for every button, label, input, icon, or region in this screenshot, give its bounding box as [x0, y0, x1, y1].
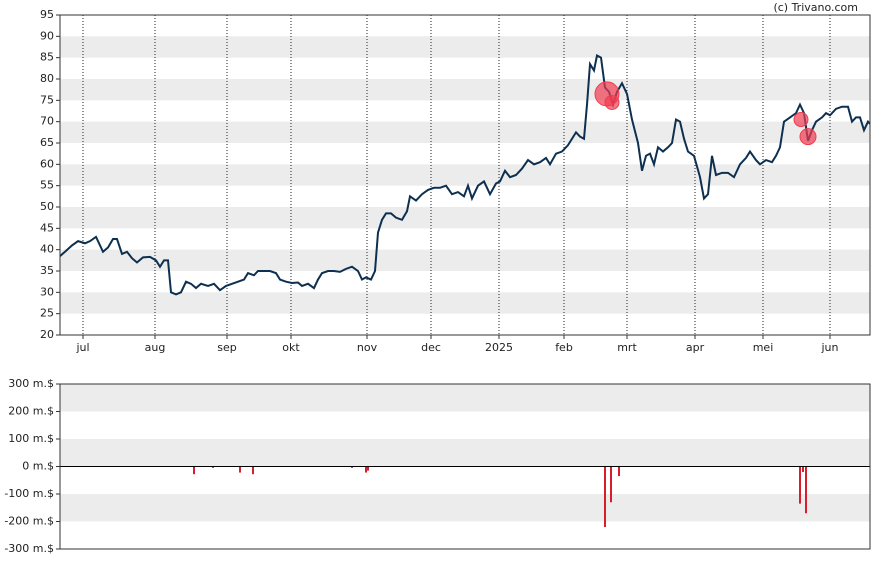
grid-band [60, 121, 870, 143]
grid-band [60, 384, 870, 412]
y-tick-label: 35 [40, 264, 54, 277]
x-tick-label: mei [753, 341, 774, 354]
price-line [59, 54, 871, 296]
bar [193, 466, 195, 475]
x-tick-label: apr [686, 341, 705, 354]
event-marker [604, 94, 620, 110]
x-tick-label: dec [421, 341, 441, 354]
x-tick-label: jun [821, 341, 839, 354]
bar [252, 466, 254, 475]
x-tick-label: mrt [617, 341, 637, 354]
bar [610, 466, 612, 503]
event-marker [793, 112, 809, 128]
x-tick-label: sep [217, 341, 236, 354]
bar [618, 466, 620, 477]
grid-band [60, 79, 870, 101]
bar [805, 466, 807, 514]
bar [351, 466, 353, 468]
grid-band [60, 207, 870, 229]
x-tick-label: aug [145, 341, 166, 354]
plot-frame [59, 14, 871, 336]
y-tick-label: 80 [40, 72, 54, 85]
y-tick-label: 100 m.$ [8, 432, 54, 445]
grid-band [60, 439, 870, 467]
y-tick-label: 65 [40, 136, 54, 149]
y-tick-label: 40 [40, 243, 54, 256]
y-tick-label: -200 m.$ [4, 515, 54, 528]
grid-band [60, 36, 870, 58]
y-tick-label: -100 m.$ [4, 487, 54, 500]
y-tick-label: 75 [40, 93, 54, 106]
y-tick-label: -300 m.$ [4, 542, 54, 555]
y-tick-label: 30 [40, 285, 54, 298]
bar [802, 466, 804, 472]
x-tick-label: nov [357, 341, 378, 354]
y-tick-label: 60 [40, 157, 54, 170]
y-tick-label: 90 [40, 29, 54, 42]
x-tick-label: 2025 [485, 341, 513, 354]
y-tick-label: 20 [40, 328, 54, 341]
x-tick-label: jul [75, 341, 89, 354]
bar [239, 466, 241, 473]
y-tick-label: 85 [40, 51, 54, 64]
bar [799, 466, 801, 504]
y-tick-label: 200 m.$ [8, 405, 54, 418]
y-tick-label: 300 m.$ [8, 377, 54, 390]
y-tick-label: 25 [40, 307, 54, 320]
y-tick-label: 45 [40, 221, 54, 234]
bar [212, 466, 214, 468]
y-tick-label: 50 [40, 200, 54, 213]
x-tick-label: okt [282, 341, 300, 354]
plot-frame [59, 383, 871, 550]
y-tick-label: 70 [40, 115, 54, 128]
grid-band [60, 292, 870, 314]
y-tick-label: 55 [40, 179, 54, 192]
bar [367, 466, 369, 471]
x-tick-label: feb [555, 341, 573, 354]
event-marker [799, 128, 817, 146]
grid-band [60, 249, 870, 271]
bar [604, 466, 606, 527]
bar [365, 466, 367, 473]
grid-band [60, 494, 870, 522]
y-tick-label: 0 m.$ [22, 460, 54, 473]
grid-band [60, 164, 870, 186]
y-tick-label: 95 [40, 8, 54, 21]
credit: (c) Trivano.com [773, 1, 858, 14]
